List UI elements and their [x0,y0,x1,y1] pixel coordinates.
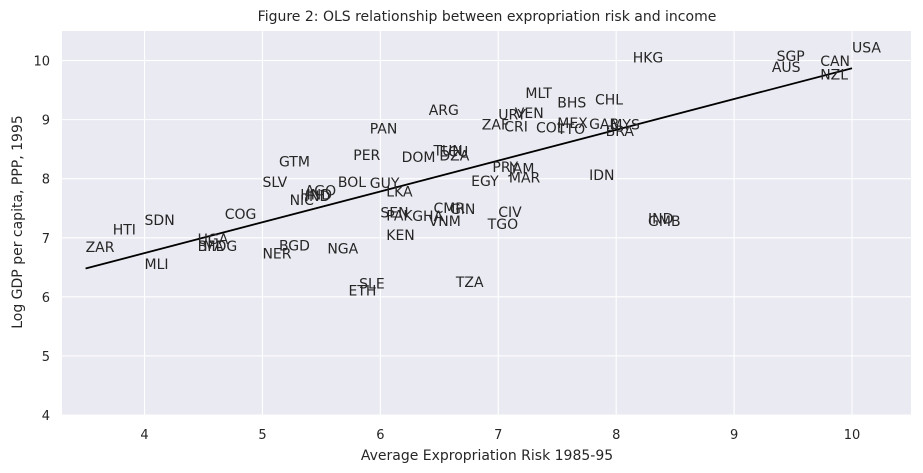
data-point-label: KEN [386,228,415,244]
data-point-label: VNM [429,214,461,230]
data-point-label: CRI [504,120,528,136]
data-point-label: MDG [204,239,238,255]
data-point-label: ZAR [86,240,115,256]
data-point-label: TZA [455,275,484,291]
data-point-label: GTM [279,155,310,171]
y-tick-label: 4 [42,409,50,424]
data-point-label: SDN [145,213,175,229]
data-point-label: HTI [113,222,136,238]
x-tick-labels: 4 5 6 7 8 9 10 [140,428,860,443]
data-point-label: USA [852,41,881,57]
data-point-label: MEX [557,116,588,132]
data-point-label: ARG [429,103,459,119]
x-tick-label: 7 [494,428,502,443]
y-tick-labels: 4 5 6 7 8 9 10 [33,55,50,424]
data-point-label: MAR [509,171,541,187]
y-tick-label: 10 [33,55,50,70]
data-point-label: BRA [606,124,635,140]
data-point-label: COG [225,207,257,223]
data-point-label: SLV [262,175,287,191]
data-point-label: BOL [338,175,366,191]
x-tick-label: 6 [376,428,384,443]
data-point-label: DZA [439,149,469,165]
x-tick-label: 10 [844,428,861,443]
y-tick-label: 8 [42,173,50,188]
x-tick-label: 5 [258,428,266,443]
data-point-label: IDN [589,168,614,184]
data-point-label: AGO [305,184,336,200]
plot-area [62,31,911,415]
data-point-label: BFA [198,239,224,255]
data-point-label: GUY [370,176,400,192]
data-point-label: NZL [820,68,848,84]
data-point-label: IND [305,189,330,205]
data-point-label: DOM [402,150,436,166]
data-point-label: NGA [327,241,358,257]
data-point-label: PRY [492,160,518,176]
data-point-label: BHS [557,95,586,111]
data-point-label: IND [648,211,673,227]
data-point-label: JAM [508,162,535,178]
data-point-label: NIC [290,193,315,209]
data-point-label: ECU [439,145,468,161]
data-point-label: PER [353,148,380,164]
data-point-label: PAK [386,208,413,224]
data-point-label: COL [536,120,565,136]
data-point-label: PAN [370,121,398,137]
y-tick-label: 6 [42,291,50,306]
x-axis-label: Average Expropriation Risk 1985-95 [361,448,613,464]
data-point-label: MYS [610,117,640,133]
data-point-label: NER [262,247,291,263]
data-point-label: HKG [633,51,664,67]
data-point-label: ETH [349,283,377,299]
data-point-label: CMR [433,201,465,217]
y-axis-label: Log GDP per capita, PPP, 1995 [10,115,26,329]
data-point-label: ZAF [482,117,509,133]
data-point-label: GAB [589,117,619,133]
data-point-label: VEN [515,106,544,122]
y-tick-label: 7 [42,232,50,247]
x-tick-label: 8 [612,428,620,443]
data-point-label: GMB [648,214,681,230]
data-point-label: UGA [198,232,229,248]
data-point-label: TUN [432,143,462,159]
data-point-label: HND [300,188,332,204]
data-point-label: CAN [820,54,850,70]
x-tick-label: 4 [140,428,148,443]
data-point-label: SEN [380,205,408,221]
data-point-label: TTO [556,122,585,138]
data-point-label: SGP [777,49,805,65]
data-point-label: LKA [386,185,413,201]
chart-title: Figure 2: OLS relationship between expro… [258,9,717,25]
data-point-label: CHL [595,93,623,109]
data-point-label: URY [498,107,526,123]
y-tick-label: 5 [42,350,50,365]
data-point-label: EGY [471,174,499,190]
data-point-label: GHA [412,209,443,225]
y-tick-label: 9 [42,114,50,129]
data-point-label: SLE [359,276,385,292]
data-point-label: MLI [145,257,169,273]
x-tick-label: 9 [730,428,738,443]
data-point-label: MLT [525,86,552,102]
ols-fit-line [85,67,853,270]
data-point-label: GIN [450,202,475,218]
data-point-label: CIV [498,205,522,221]
data-point-label: AUS [772,60,801,76]
data-point-label: BGD [279,238,310,254]
data-point-label: TGO [487,217,518,233]
